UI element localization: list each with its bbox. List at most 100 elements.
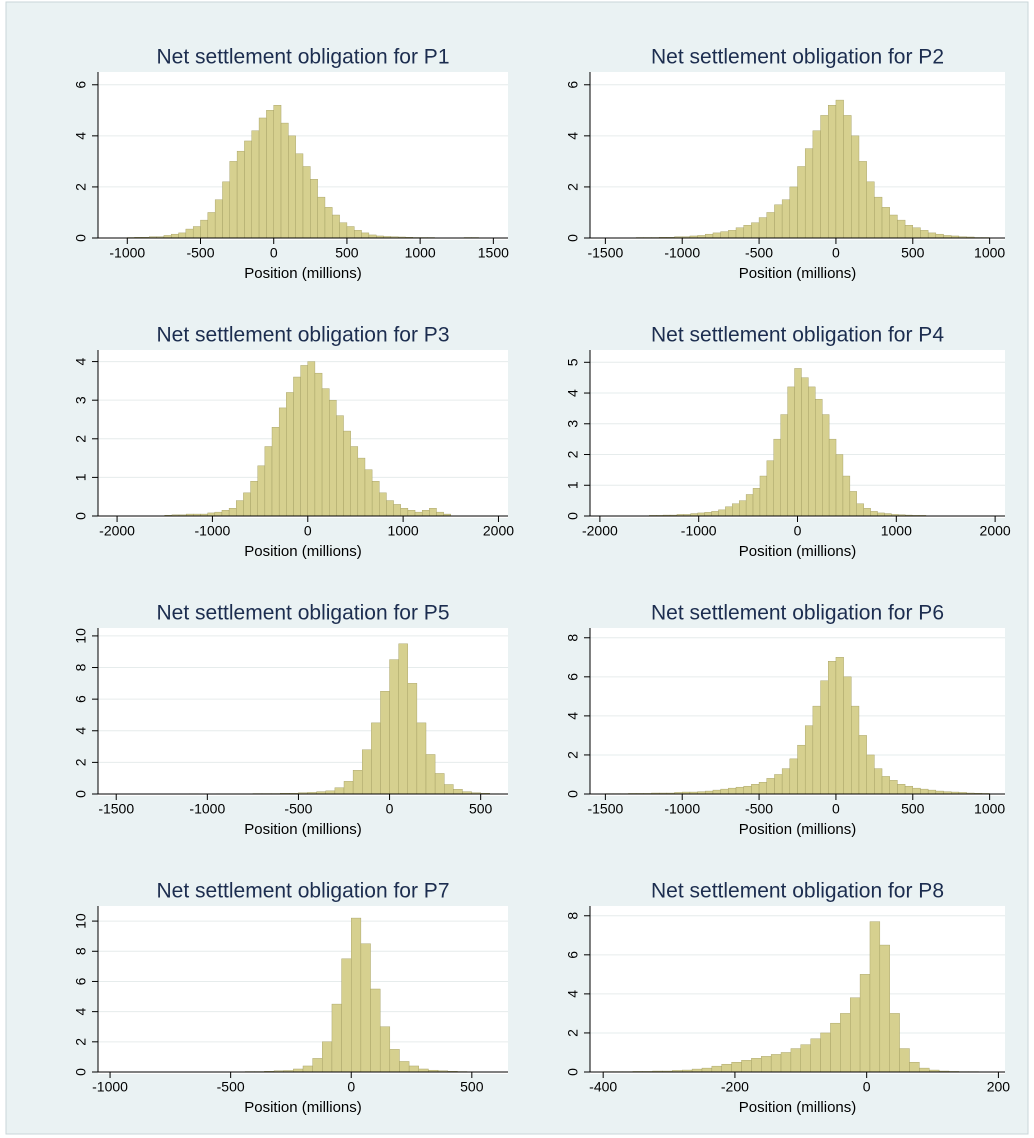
histogram-panel: Net settlement obligation for P4 0 1 2 3 4 5 -2… — [565, 324, 1011, 560]
histogram-bar — [751, 784, 760, 795]
y-tick-label: 4 — [565, 389, 581, 397]
x-tick-label: 1000 — [388, 523, 419, 539]
histogram-bar — [300, 365, 308, 517]
y-tick-label: 4 — [73, 132, 89, 140]
histogram-bar — [343, 781, 354, 795]
x-tick-label: 0 — [832, 245, 840, 261]
y-tick-label: 5 — [565, 358, 581, 366]
histogram-bar — [874, 768, 883, 795]
histogram-bar — [329, 399, 337, 517]
histogram-bar — [379, 492, 387, 517]
histogram-bar — [835, 454, 844, 517]
panel-title: Net settlement obligation for P6 — [651, 602, 944, 625]
histogram-bar — [171, 233, 179, 239]
histogram-bar — [389, 659, 399, 795]
histogram-bar — [899, 1048, 910, 1073]
y-tick-label: 8 — [73, 947, 89, 955]
histogram-bar — [927, 789, 937, 795]
histogram-bar — [389, 1049, 400, 1073]
histogram-bar — [185, 228, 194, 239]
histogram-bar — [869, 921, 881, 1073]
histogram-bar — [797, 166, 806, 239]
histogram-bar — [364, 469, 373, 517]
x-tick-label: -1000 — [189, 801, 225, 817]
histogram-bar — [362, 749, 372, 795]
x-axis-label: Position (millions) — [739, 265, 857, 282]
histogram-bar — [393, 504, 401, 517]
y-tick-label: 8 — [565, 912, 581, 920]
histogram-bar — [399, 1061, 410, 1073]
y-tick-label: 0 — [565, 1068, 581, 1076]
y-tick-label: 2 — [73, 1038, 89, 1046]
histogram-bar — [851, 705, 860, 795]
histogram-bar — [843, 676, 852, 795]
histogram-bar — [770, 1054, 782, 1073]
y-tick-label: 4 — [565, 132, 581, 140]
histogram-bar — [398, 643, 408, 795]
x-tick-label: -1000 — [109, 245, 145, 261]
x-tick-label: 0 — [863, 1079, 871, 1095]
x-tick-label: 0 — [347, 1079, 355, 1095]
histogram-bar — [789, 758, 798, 795]
histogram-bar — [331, 1003, 342, 1073]
x-tick-label: -1500 — [587, 245, 623, 261]
panel-title: Net settlement obligation for P5 — [157, 602, 450, 625]
histogram-bar — [787, 386, 795, 517]
histogram-bar — [858, 161, 867, 239]
histogram-panel: Net settlement obligation for P3 0 1 2 3 4 -20… — [73, 324, 515, 560]
histogram-panel: Net settlement obligation for P8 0 2 4 6 8 -40… — [565, 880, 1011, 1116]
histogram-bar — [820, 115, 829, 239]
y-tick-label: 0 — [73, 512, 89, 520]
histogram-bar — [701, 1067, 713, 1073]
histogram-bar — [221, 510, 230, 517]
histogram-bar — [400, 508, 409, 517]
x-tick-label: 1000 — [405, 245, 436, 261]
y-tick-label: 4 — [73, 1008, 89, 1016]
histogram-bar — [731, 1062, 742, 1073]
histogram-bar — [720, 788, 729, 795]
histogram-bar — [800, 1044, 811, 1073]
histogram-bar — [380, 691, 390, 795]
y-tick-label: 4 — [565, 712, 581, 720]
histogram-bar — [278, 407, 287, 517]
histogram-bar — [761, 1056, 772, 1073]
histogram-bar — [822, 414, 830, 517]
histogram-bar — [859, 974, 871, 1073]
x-tick-label: -1500 — [587, 801, 623, 817]
y-tick-label: 3 — [565, 420, 581, 428]
histogram-bar — [904, 225, 913, 239]
histogram-bar — [870, 511, 878, 517]
histogram-bar — [843, 115, 852, 239]
histogram-bar — [266, 110, 274, 239]
histogram-bar — [357, 457, 366, 517]
histogram-bar — [352, 770, 363, 795]
y-tick-label: 0 — [565, 234, 581, 242]
histogram-bar — [711, 511, 719, 517]
x-tick-label: -500 — [186, 245, 214, 261]
histogram-bar — [919, 1067, 930, 1073]
x-tick-label: -1000 — [92, 1079, 128, 1095]
x-tick-label: 1000 — [881, 523, 912, 539]
histogram-bar — [712, 232, 721, 239]
histogram-bar — [317, 196, 326, 239]
histogram-bar — [295, 153, 304, 239]
histogram-bar — [812, 130, 821, 239]
histogram-bar — [835, 99, 844, 239]
histogram-panel: Net settlement obligation for P2 0 2 4 6 -150… — [565, 46, 1006, 282]
histogram-bar — [288, 135, 296, 239]
histogram-bar — [774, 204, 783, 239]
x-tick-label: 2000 — [980, 523, 1011, 539]
x-axis-label: Position (millions) — [739, 1099, 857, 1116]
histogram-bar — [789, 186, 798, 239]
histogram-bar — [214, 199, 223, 239]
x-tick-label: 500 — [901, 245, 925, 261]
y-tick-label: 2 — [73, 183, 89, 191]
histogram-bar — [728, 230, 737, 239]
histogram-bar — [271, 427, 280, 517]
x-tick-label: -500 — [745, 245, 773, 261]
histogram-panel: Net settlement obligation for P5 0 2 4 6 8 10 -… — [73, 602, 508, 838]
histogram-bar — [820, 1032, 831, 1073]
y-tick-label: 2 — [565, 183, 581, 191]
y-tick-label: 6 — [565, 951, 581, 959]
histogram-bar — [360, 943, 371, 1073]
